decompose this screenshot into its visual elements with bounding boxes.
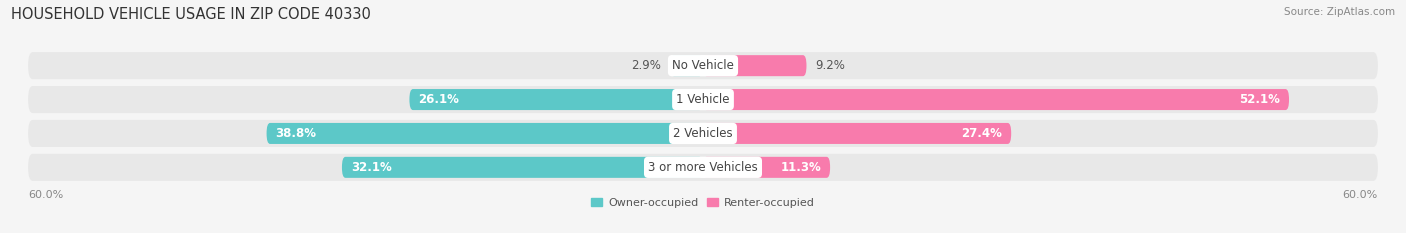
Text: 2.9%: 2.9%: [631, 59, 661, 72]
FancyBboxPatch shape: [703, 55, 807, 76]
Text: 27.4%: 27.4%: [962, 127, 1002, 140]
FancyBboxPatch shape: [342, 157, 703, 178]
FancyBboxPatch shape: [703, 89, 1289, 110]
Text: HOUSEHOLD VEHICLE USAGE IN ZIP CODE 40330: HOUSEHOLD VEHICLE USAGE IN ZIP CODE 4033…: [11, 7, 371, 22]
Text: 32.1%: 32.1%: [352, 161, 392, 174]
Text: 52.1%: 52.1%: [1239, 93, 1279, 106]
FancyBboxPatch shape: [703, 123, 1011, 144]
FancyBboxPatch shape: [28, 52, 1378, 79]
Text: 26.1%: 26.1%: [419, 93, 460, 106]
FancyBboxPatch shape: [409, 89, 703, 110]
Text: 9.2%: 9.2%: [815, 59, 845, 72]
FancyBboxPatch shape: [671, 55, 703, 76]
Text: 38.8%: 38.8%: [276, 127, 316, 140]
Text: 60.0%: 60.0%: [28, 190, 63, 200]
FancyBboxPatch shape: [28, 86, 1378, 113]
FancyBboxPatch shape: [28, 120, 1378, 147]
Text: Source: ZipAtlas.com: Source: ZipAtlas.com: [1284, 7, 1395, 17]
Text: No Vehicle: No Vehicle: [672, 59, 734, 72]
FancyBboxPatch shape: [267, 123, 703, 144]
Text: 11.3%: 11.3%: [780, 161, 821, 174]
Text: 2 Vehicles: 2 Vehicles: [673, 127, 733, 140]
Text: 1 Vehicle: 1 Vehicle: [676, 93, 730, 106]
Text: 3 or more Vehicles: 3 or more Vehicles: [648, 161, 758, 174]
Text: 60.0%: 60.0%: [1343, 190, 1378, 200]
FancyBboxPatch shape: [28, 154, 1378, 181]
Legend: Owner-occupied, Renter-occupied: Owner-occupied, Renter-occupied: [586, 193, 820, 212]
FancyBboxPatch shape: [703, 157, 830, 178]
